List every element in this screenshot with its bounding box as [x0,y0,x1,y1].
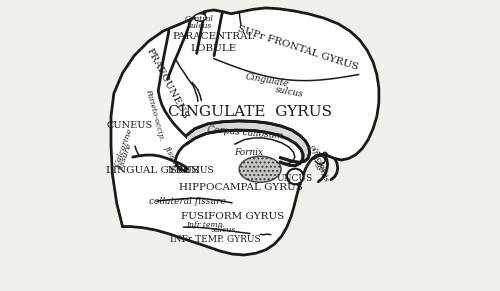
Text: Fornix: Fornix [234,148,263,157]
Text: gyrus: gyrus [314,161,330,184]
Text: PARACENTRAL: PARACENTRAL [172,32,255,41]
Ellipse shape [239,156,281,182]
Text: UNCUS: UNCUS [277,174,313,183]
Text: INFr TEMP. GYRUS: INFr TEMP. GYRUS [170,235,260,244]
Text: Infr temp.: Infr temp. [186,221,224,229]
Polygon shape [188,121,310,166]
Text: sulcus: sulcus [212,226,236,234]
Text: Parieto-occip.: Parieto-occip. [144,88,166,142]
Text: Cingulate: Cingulate [245,72,290,89]
Text: HIPPOCAMPAL GYRUS: HIPPOCAMPAL GYRUS [180,183,303,192]
Text: LINGUAL GYRUS: LINGUAL GYRUS [106,166,200,175]
Text: PRAECUNEUS: PRAECUNEUS [145,46,190,120]
Text: LOBULE: LOBULE [190,44,237,53]
Text: CUNEUS: CUNEUS [106,121,153,130]
Text: sulcus: sulcus [274,85,304,99]
Text: fissure: fissure [118,143,134,173]
Text: FUSIFORM GYRUS: FUSIFORM GYRUS [181,212,284,221]
Text: collateral fissure: collateral fissure [150,198,226,207]
Ellipse shape [194,14,206,21]
Text: Central: Central [185,15,214,23]
Text: Corpus callosum: Corpus callosum [208,125,284,140]
Text: ISTHMUS: ISTHMUS [168,166,214,175]
Text: sulcus: sulcus [188,22,212,30]
Ellipse shape [287,169,304,184]
Text: SUPr FRONTAL GYRUS: SUPr FRONTAL GYRUS [236,25,360,72]
Text: fissure: fissure [163,144,184,173]
Text: Calcarine: Calcarine [114,126,134,167]
Polygon shape [111,8,379,255]
Text: olfactory: olfactory [308,143,330,178]
Text: CINGULATE  GYRUS: CINGULATE GYRUS [168,105,332,119]
